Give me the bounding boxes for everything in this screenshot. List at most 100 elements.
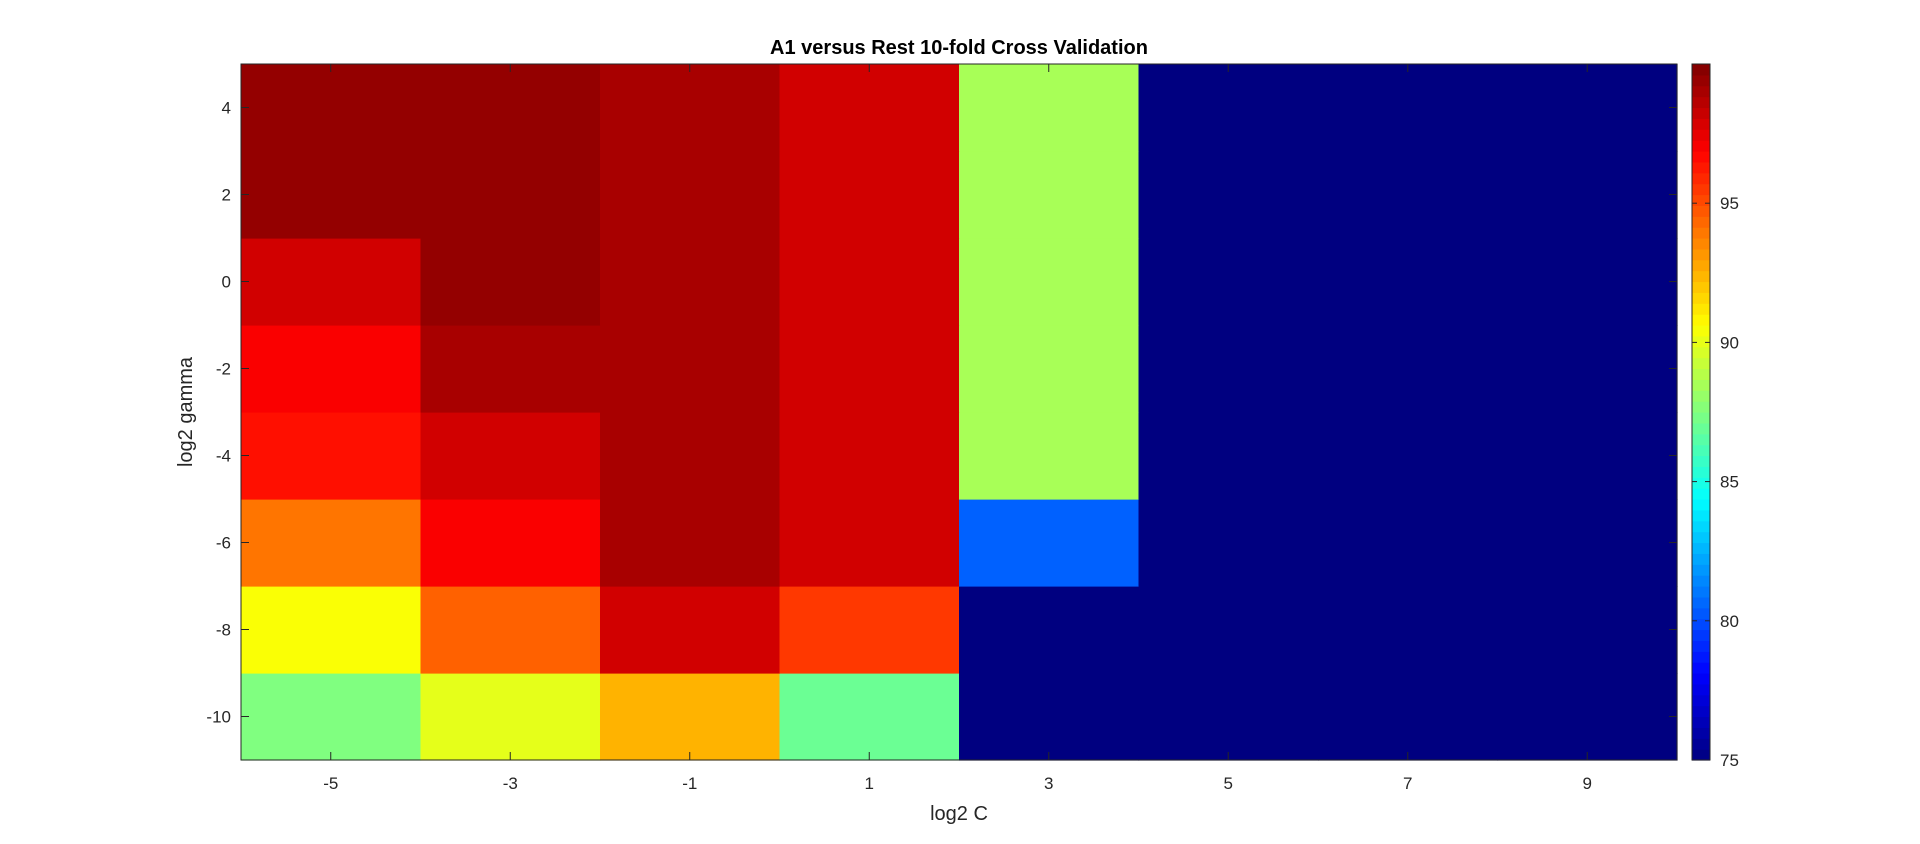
heatmap-cell bbox=[600, 238, 781, 326]
colorbar-swatch bbox=[1692, 520, 1710, 533]
colorbar-swatch bbox=[1692, 477, 1710, 489]
colorbar-swatch bbox=[1692, 455, 1710, 467]
colorbar-swatch bbox=[1692, 629, 1710, 641]
y-tick-label: 2 bbox=[222, 186, 231, 205]
colorbar-swatch bbox=[1692, 662, 1710, 674]
colorbar-swatch bbox=[1692, 248, 1710, 261]
y-tick-label: -10 bbox=[206, 708, 231, 727]
heatmap-cell bbox=[1497, 586, 1678, 674]
colorbar-swatch bbox=[1692, 281, 1710, 293]
heatmap-cell bbox=[420, 325, 601, 413]
colorbar-swatch bbox=[1692, 596, 1710, 609]
y-tick-label: -8 bbox=[216, 621, 231, 640]
heatmap-cell bbox=[600, 586, 781, 674]
colorbar-swatch bbox=[1692, 216, 1710, 228]
heatmap-cell bbox=[241, 673, 422, 761]
heatmap-cell bbox=[420, 673, 601, 761]
colorbar-swatch bbox=[1692, 705, 1710, 718]
heatmap-cell bbox=[1318, 412, 1499, 500]
heatmap-cell bbox=[1138, 151, 1319, 239]
colorbar-swatch bbox=[1692, 618, 1710, 631]
colorbar-swatch bbox=[1692, 542, 1710, 554]
heatmap-cell bbox=[1318, 499, 1499, 587]
heatmap-cell bbox=[779, 673, 960, 761]
heatmap-cell bbox=[600, 325, 781, 413]
x-tick-label: -3 bbox=[503, 774, 518, 793]
x-axis-label: log2 C bbox=[930, 803, 988, 825]
heatmap-cell bbox=[1318, 64, 1499, 152]
colorbar-swatch bbox=[1692, 401, 1710, 413]
heatmap-cell bbox=[959, 238, 1140, 326]
colorbar-swatch bbox=[1692, 694, 1710, 707]
colorbar-swatch bbox=[1692, 444, 1710, 457]
colorbar-swatch bbox=[1692, 335, 1710, 348]
heatmap-cell bbox=[420, 64, 601, 152]
colorbar-swatch bbox=[1692, 346, 1710, 359]
colorbar-swatch bbox=[1692, 64, 1710, 76]
heatmap-cell bbox=[600, 412, 781, 500]
heatmap-cell bbox=[1138, 64, 1319, 152]
colorbar-swatch bbox=[1692, 314, 1710, 326]
colorbar-swatch bbox=[1692, 412, 1710, 424]
heatmap-cell bbox=[1497, 325, 1678, 413]
heatmap-cell bbox=[959, 64, 1140, 152]
heatmap-cell bbox=[779, 586, 960, 674]
heatmap-cell bbox=[779, 412, 960, 500]
heatmap-cell bbox=[241, 412, 422, 500]
colorbar-swatch bbox=[1692, 749, 1710, 761]
heatmap-cell bbox=[959, 325, 1140, 413]
colorbar-tick-label: 80 bbox=[1720, 612, 1739, 631]
colorbar-swatch bbox=[1692, 227, 1710, 239]
x-tick-label: 3 bbox=[1044, 774, 1053, 793]
colorbar-frame bbox=[1691, 63, 1711, 761]
colorbar-swatch bbox=[1692, 368, 1710, 380]
colorbar-swatch bbox=[1692, 466, 1710, 478]
heatmap-cell bbox=[1318, 151, 1499, 239]
heatmap-cell bbox=[1138, 499, 1319, 587]
colorbar-swatch bbox=[1692, 74, 1710, 87]
heatmap-cell bbox=[1497, 673, 1678, 761]
heatmap-cell bbox=[1497, 499, 1678, 587]
colorbar-swatch bbox=[1692, 640, 1710, 652]
heatmap-cell bbox=[241, 499, 422, 587]
colorbar-swatch bbox=[1692, 303, 1710, 315]
colorbar-swatch bbox=[1692, 651, 1710, 663]
colorbar-swatch bbox=[1692, 205, 1710, 217]
colorbar-swatch bbox=[1692, 325, 1710, 337]
heatmap-cell bbox=[600, 151, 781, 239]
heatmap-cell bbox=[779, 238, 960, 326]
heatmap-cell bbox=[241, 238, 422, 326]
heatmap-cell bbox=[241, 586, 422, 674]
x-tick-label: 7 bbox=[1403, 774, 1412, 793]
plot-area-frame bbox=[240, 63, 1678, 761]
colorbar-swatch bbox=[1692, 586, 1710, 598]
heatmap-cell bbox=[420, 499, 601, 587]
colorbar-swatch bbox=[1692, 716, 1710, 728]
heatmap-cell bbox=[420, 412, 601, 500]
colorbar-swatch bbox=[1692, 270, 1710, 283]
heatmap-cell bbox=[1138, 673, 1319, 761]
y-tick-label: -6 bbox=[216, 534, 231, 553]
heatmap-cell bbox=[779, 64, 960, 152]
heatmap-cell bbox=[600, 64, 781, 152]
x-tick-label: 5 bbox=[1224, 774, 1233, 793]
colorbar-swatch bbox=[1692, 488, 1710, 500]
heatmap-cell bbox=[1138, 412, 1319, 500]
y-tick-label: -2 bbox=[216, 360, 231, 379]
colorbar-swatch bbox=[1692, 673, 1710, 685]
heatmap-cell bbox=[1318, 238, 1499, 326]
colorbar-swatch bbox=[1692, 118, 1710, 130]
y-tick-label: 0 bbox=[222, 273, 231, 292]
x-tick-label: -5 bbox=[323, 774, 338, 793]
heatmap-cell bbox=[420, 238, 601, 326]
colorbar-swatch bbox=[1692, 433, 1710, 446]
colorbar-tick-label: 75 bbox=[1720, 751, 1739, 770]
heatmap-cell bbox=[1318, 325, 1499, 413]
heatmap-cell bbox=[959, 673, 1140, 761]
colorbar-swatch bbox=[1692, 553, 1710, 565]
y-axis-label: log2 gamma bbox=[175, 356, 197, 467]
colorbar-tick-label: 95 bbox=[1720, 194, 1739, 213]
heatmap-cell bbox=[241, 151, 422, 239]
colorbar-swatch bbox=[1692, 379, 1710, 391]
heatmap-cell bbox=[1318, 586, 1499, 674]
